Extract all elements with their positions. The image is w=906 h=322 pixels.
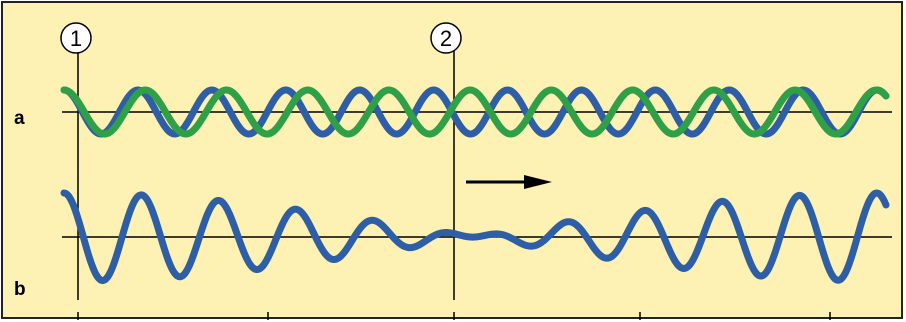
marker-1: 1 — [60, 22, 92, 54]
marker-1-circle — [60, 22, 92, 54]
row-label-b: b — [14, 279, 26, 300]
right-arrow-icon — [466, 175, 552, 189]
wave-a-blue — [60, 86, 890, 138]
marker-2-label: 2 — [440, 26, 452, 51]
marker-1-label: 1 — [70, 26, 82, 51]
marker-2-circle — [430, 22, 462, 54]
row-label-a: a — [14, 108, 25, 129]
wave-a-green — [60, 86, 890, 138]
marker-2: 2 — [430, 22, 462, 54]
wave-b-sum — [60, 189, 890, 284]
bottom-tick-marks — [77, 312, 831, 320]
